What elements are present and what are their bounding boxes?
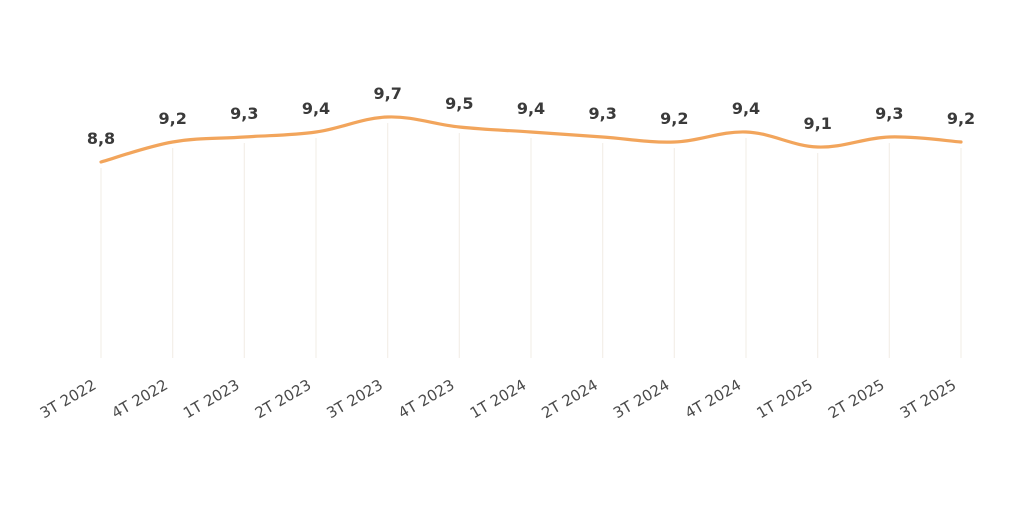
x-tick-label: 1T 2025 bbox=[754, 376, 816, 422]
x-tick-label: 4T 2022 bbox=[109, 376, 171, 422]
series-line bbox=[99, 115, 963, 164]
grid-layer bbox=[100, 123, 962, 358]
x-tick-label: 3T 2024 bbox=[610, 376, 672, 422]
data-label: 8,8 bbox=[87, 129, 115, 148]
data-label: 9,4 bbox=[302, 99, 330, 118]
data-label: 9,2 bbox=[158, 109, 186, 128]
x-axis-tick-layer: 3T 2022 4T 2022 1T 2023 2T 2023 3T 2023 4T 20… bbox=[37, 376, 959, 422]
x-tick-label: 1T 2024 bbox=[467, 376, 529, 422]
x-tick-label: 3T 2023 bbox=[324, 376, 386, 422]
series-layer bbox=[99, 115, 963, 164]
x-tick-label: 2T 2024 bbox=[539, 376, 601, 422]
data-label: 9,3 bbox=[875, 104, 903, 123]
x-tick-label: 3T 2022 bbox=[37, 376, 99, 422]
data-label: 9,7 bbox=[373, 84, 401, 103]
x-tick-label: 4T 2023 bbox=[395, 376, 457, 422]
data-label: 9,5 bbox=[445, 94, 473, 113]
x-tick-label: 3T 2025 bbox=[897, 376, 959, 422]
x-tick-label: 1T 2023 bbox=[180, 376, 242, 422]
data-label: 9,3 bbox=[230, 104, 258, 123]
data-label: 9,4 bbox=[732, 99, 760, 118]
x-tick-label: 4T 2024 bbox=[682, 376, 744, 422]
data-label: 9,2 bbox=[660, 109, 688, 128]
x-tick-label: 2T 2023 bbox=[252, 376, 314, 422]
data-label: 9,2 bbox=[947, 109, 975, 128]
data-label-layer: 8,8 9,2 9,3 9,4 9,7 9,5 9,4 9,3 9,2 9,4 9,1 9,3 9,2 bbox=[87, 84, 975, 148]
data-label: 9,3 bbox=[588, 104, 616, 123]
data-label: 9,4 bbox=[517, 99, 545, 118]
x-tick-label: 2T 2025 bbox=[825, 376, 887, 422]
data-label: 9,1 bbox=[803, 114, 831, 133]
